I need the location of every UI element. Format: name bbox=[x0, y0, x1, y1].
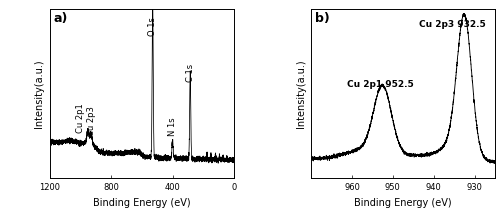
Text: N 1s: N 1s bbox=[168, 117, 177, 136]
Text: Cu 2p3 932.5: Cu 2p3 932.5 bbox=[418, 20, 486, 29]
Text: O 1s: O 1s bbox=[148, 17, 157, 36]
X-axis label: Binding Energy (eV): Binding Energy (eV) bbox=[93, 198, 191, 208]
Text: Cu 2p3: Cu 2p3 bbox=[86, 106, 96, 136]
Y-axis label: Intensity(a.u.): Intensity(a.u.) bbox=[34, 59, 44, 128]
Y-axis label: Intensity(a.u.): Intensity(a.u.) bbox=[296, 59, 306, 128]
X-axis label: Binding Energy (eV): Binding Energy (eV) bbox=[354, 198, 452, 208]
Text: C 1s: C 1s bbox=[186, 63, 194, 82]
Text: b): b) bbox=[315, 12, 330, 25]
Text: Cu 2p1 952.5: Cu 2p1 952.5 bbox=[347, 80, 414, 89]
Text: Cu 2p1: Cu 2p1 bbox=[76, 103, 85, 133]
Text: a): a) bbox=[54, 12, 68, 25]
